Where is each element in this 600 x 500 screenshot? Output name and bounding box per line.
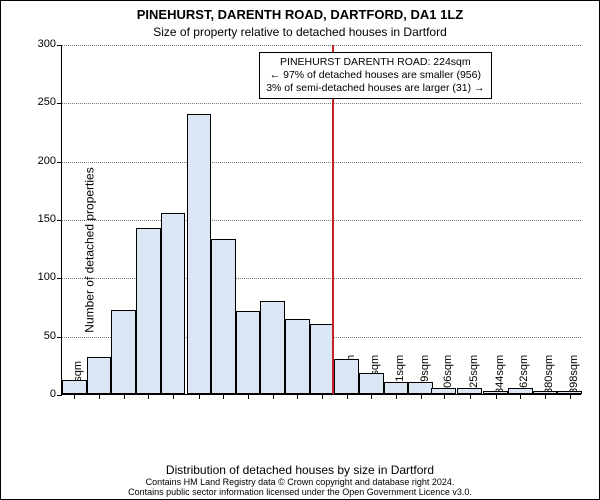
xtick-mark [520, 394, 521, 399]
ytick-label: 300 [38, 38, 62, 50]
bar [260, 301, 285, 394]
xtick-mark [545, 394, 546, 399]
bar [431, 388, 456, 394]
bar [408, 382, 433, 394]
ytick-label: 200 [38, 155, 62, 167]
xtick-mark [371, 394, 372, 399]
title-sub: Size of property relative to detached ho… [1, 25, 599, 39]
ytick-label: 250 [38, 96, 62, 108]
xtick-mark [74, 394, 75, 399]
xtick-mark [148, 394, 149, 399]
xtick-mark [496, 394, 497, 399]
xtick-mark [297, 394, 298, 399]
footnote-line1: Contains HM Land Registry data © Crown c… [1, 477, 599, 487]
ytick-label: 150 [38, 213, 62, 225]
xtick-mark [347, 394, 348, 399]
bar [187, 114, 212, 394]
x-axis-label: Distribution of detached houses by size … [1, 463, 599, 477]
bar [508, 388, 533, 394]
bar [359, 373, 384, 394]
bar [533, 391, 558, 395]
bar [211, 239, 236, 394]
bar [87, 357, 112, 394]
xtick-mark [199, 394, 200, 399]
footnote: Contains HM Land Registry data © Crown c… [1, 477, 599, 497]
xtick-mark [273, 394, 274, 399]
marker-line [332, 45, 334, 394]
bar [285, 319, 310, 394]
bar [457, 388, 482, 394]
footnote-line2: Contains public sector information licen… [1, 487, 599, 497]
bar [62, 380, 87, 394]
bar [136, 228, 161, 394]
xtick-mark [173, 394, 174, 399]
ytick-label: 0 [50, 388, 62, 400]
bar [161, 213, 186, 394]
xtick-mark [99, 394, 100, 399]
xtick-mark [248, 394, 249, 399]
bar [111, 310, 136, 394]
xtick-mark [124, 394, 125, 399]
xtick-mark [396, 394, 397, 399]
ytick-label: 100 [38, 271, 62, 283]
plot-area: PINEHURST DARENTH ROAD: 224sqm ← 97% of … [61, 45, 581, 395]
bar [334, 359, 359, 394]
bar [384, 382, 409, 394]
xtick-mark [570, 394, 571, 399]
xtick-mark [470, 394, 471, 399]
xtick-mark [444, 394, 445, 399]
xtick-mark [421, 394, 422, 399]
title-main: PINEHURST, DARENTH ROAD, DARTFORD, DA1 1… [1, 7, 599, 22]
xtick-mark [322, 394, 323, 399]
xtick-mark [223, 394, 224, 399]
ytick-label: 50 [44, 330, 62, 342]
bar [557, 391, 582, 395]
bar [236, 311, 261, 394]
property-size-chart: PINEHURST, DARENTH ROAD, DARTFORD, DA1 1… [0, 0, 600, 500]
bars-layer [62, 45, 581, 394]
bar [483, 391, 508, 395]
